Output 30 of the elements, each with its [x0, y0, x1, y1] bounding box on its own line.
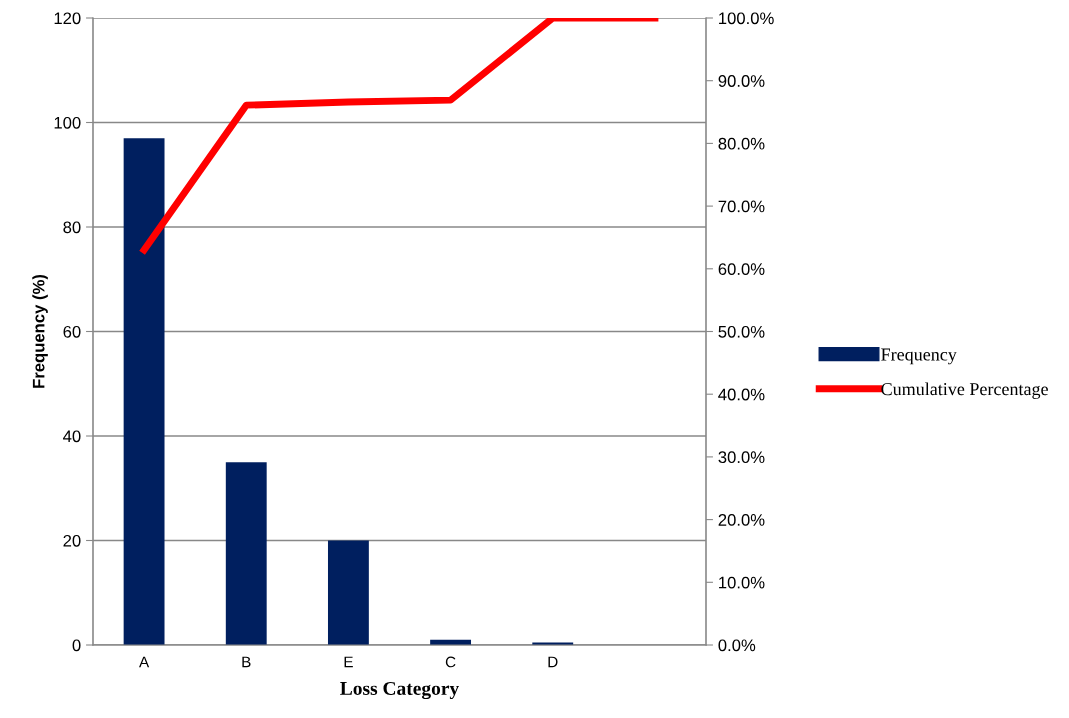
y2-tick-label: 60.0%: [718, 263, 765, 275]
y2-tick-label: 50.0%: [718, 325, 765, 338]
y-tick-label: 120: [54, 12, 81, 25]
y-tick-label: 0: [72, 639, 81, 652]
x-tick-label: C: [445, 656, 456, 668]
y2-tick-label: 0.0%: [718, 639, 756, 652]
y-tick-label: 40: [63, 430, 81, 443]
y2-tick-label: 40.0%: [718, 388, 765, 401]
y2-tick-label: 30.0%: [718, 451, 765, 464]
y2-tick-label: 100.0%: [719, 12, 774, 25]
y-tick-label: 60: [63, 325, 81, 338]
x-tick-label: D: [548, 656, 558, 668]
y2-tick-label: 80.0%: [718, 137, 765, 150]
x-tick-label: A: [139, 656, 150, 668]
x-tick-label: E: [344, 656, 353, 668]
bar: [327, 540, 369, 645]
x-axis-title: Loss Category: [340, 681, 459, 700]
y-tick-label: 80: [63, 221, 81, 234]
y-axis-title: Frequency (%): [32, 274, 48, 388]
y2-tick-label: 70.0%: [718, 200, 765, 213]
bar: [225, 462, 267, 645]
bar: [123, 138, 165, 645]
y-tick-label: 20: [63, 534, 81, 547]
legend-label: Frequency: [881, 348, 957, 365]
y-tick-label: 100: [54, 116, 81, 129]
y2-tick-label: 90.0%: [718, 75, 765, 87]
y2-tick-label: 10.0%: [719, 576, 765, 589]
y2-tick-label: 20.0%: [718, 514, 765, 526]
x-tick-label: B: [242, 656, 251, 668]
legend-label: Cumulative Percentage: [881, 382, 1048, 399]
